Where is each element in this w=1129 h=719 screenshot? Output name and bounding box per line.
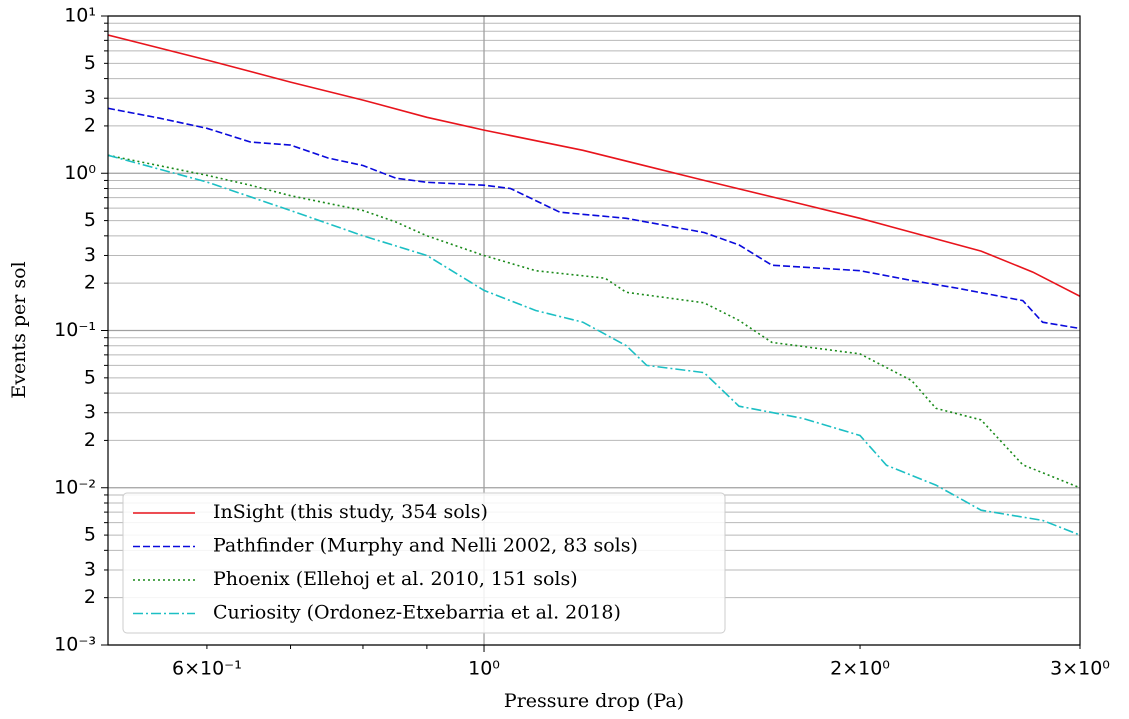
- y-tick-label: 5: [84, 52, 96, 74]
- y-tick-label: 3: [84, 87, 96, 109]
- legend-label: InSight (this study, 354 sols): [213, 501, 488, 523]
- y-axis-label: Events per sol: [8, 261, 30, 398]
- y-tick-label: 5: [84, 209, 96, 231]
- y-tick-label: 5: [84, 524, 96, 546]
- x-tick-label: 2×10⁰: [830, 658, 890, 680]
- y-tick-label: 10⁻³: [54, 634, 96, 656]
- y-tick-label: 3: [84, 401, 96, 423]
- x-axis-label: Pressure drop (Pa): [504, 690, 684, 712]
- y-tick-label: 3: [84, 558, 96, 580]
- series-line: [108, 154, 1080, 489]
- series-line: [108, 34, 1080, 298]
- y-tick-label: 10⁰: [64, 162, 96, 184]
- y-tick-label: 10¹: [64, 5, 96, 27]
- y-tick-label: 10⁻²: [54, 476, 96, 498]
- legend-label: Phoenix (Ellehoj et al. 2010, 151 sols): [213, 568, 578, 590]
- y-tick-label: 2: [84, 586, 96, 608]
- series-line: [108, 154, 1080, 536]
- legend-label: Pathfinder (Murphy and Nelli 2002, 83 so…: [213, 535, 638, 557]
- plot-frame: [107, 15, 1081, 646]
- y-tick-label: 2: [84, 429, 96, 451]
- x-tick-label: 10⁰: [468, 658, 500, 680]
- y-tick-label: 5: [84, 366, 96, 388]
- x-tick-label: 6×10⁻¹: [172, 658, 242, 680]
- legend-label: Curiosity (Ordonez-Etxebarria et al. 201…: [213, 602, 621, 624]
- series-line: [108, 107, 1080, 330]
- x-tick-label: 3×10⁰: [1050, 658, 1110, 680]
- legend-box: [122, 492, 726, 634]
- y-tick-label: 3: [84, 244, 96, 266]
- y-tick-label: 2: [84, 114, 96, 136]
- y-tick-label: 2: [84, 272, 96, 294]
- y-tick-label: 10⁻¹: [54, 319, 96, 341]
